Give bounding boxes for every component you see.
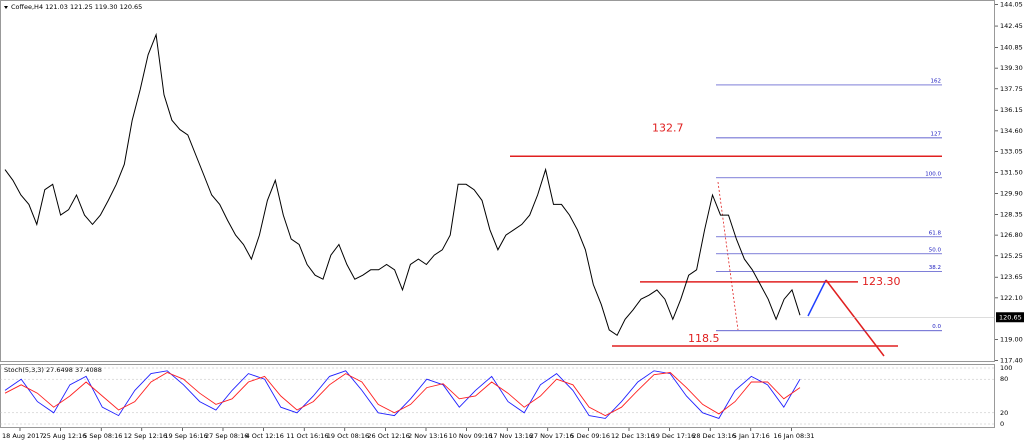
stoch-tick-label: 20 xyxy=(1000,409,1008,417)
stoch-panel-frame xyxy=(0,364,995,428)
fib-label: 127 xyxy=(931,131,942,137)
fib-label: 100.0 xyxy=(925,171,941,177)
x-tick-label: 19 Sep 16:16 xyxy=(164,432,207,440)
y-tick-label: 134.60 xyxy=(1000,127,1023,135)
x-tick-label: 27 Sep 08:16 xyxy=(205,432,248,440)
current-price-label: 120.65 xyxy=(999,313,1022,321)
projection-down xyxy=(825,279,885,357)
level-label: 118.5 xyxy=(688,332,720,345)
y-tick-label: 136.15 xyxy=(1000,106,1023,114)
y-tick-label: 125.25 xyxy=(1000,252,1023,260)
fib-label: 38.2 xyxy=(929,265,941,271)
x-tick-label: 5 Dec 09:16 xyxy=(570,432,610,440)
y-tick-label: 140.85 xyxy=(1000,43,1023,51)
stoch-tick-label: 80 xyxy=(1000,375,1008,383)
x-tick-label: 18 Aug 2017 xyxy=(2,432,44,440)
x-tick-label: 5 Jan 17:16 xyxy=(733,432,770,440)
x-tick-label: 19 Dec 17:16 xyxy=(652,432,696,440)
x-tick-label: 12 Sep 12:16 xyxy=(124,432,167,440)
x-tick-label: 28 Dec 13:16 xyxy=(692,432,736,440)
x-tick-label: 19 Oct 08:16 xyxy=(327,432,369,440)
x-tick-label: 17 Nov 13:16 xyxy=(489,432,533,440)
price-line xyxy=(4,32,801,337)
x-tick-label: 11 Oct 16:16 xyxy=(286,432,328,440)
y-tick-label: 129.90 xyxy=(1000,190,1023,198)
main-panel-frame xyxy=(0,0,995,362)
y-tick-label: 144.05 xyxy=(1000,1,1023,9)
quote: Coffee,H4 121.03 121.25 119.30 120.65 xyxy=(11,3,142,11)
level-label: 132.7 xyxy=(652,121,684,134)
y-tick-label: 122.10 xyxy=(1000,294,1023,302)
y-tick-label: 119.00 xyxy=(1000,335,1023,343)
x-tick-label: 12 Dec 13:16 xyxy=(611,432,655,440)
y-tick-label: 117.40 xyxy=(1000,357,1023,365)
x-tick-label: 10 Nov 09:16 xyxy=(449,432,493,440)
fib-label: 162 xyxy=(931,78,942,84)
y-tick-label: 123.65 xyxy=(1000,273,1023,281)
level-label: 123.30 xyxy=(862,275,901,288)
x-tick-label: 4 Oct 12:16 xyxy=(246,432,284,440)
stoch-line xyxy=(4,371,801,417)
x-tick-label: 5 Sep 08:16 xyxy=(83,432,122,440)
x-tick-label: 26 Oct 12:16 xyxy=(367,432,409,440)
x-tick-label: 16 Jan 08:31 xyxy=(773,432,814,440)
fib-label: 50.0 xyxy=(929,247,942,253)
stoch-label: Stoch(5,3,3) 27.6498 37.4088 xyxy=(4,366,102,374)
projection-up xyxy=(807,279,827,317)
fib-label: 61.8 xyxy=(929,230,942,236)
y-tick-label: 137.75 xyxy=(1000,85,1023,93)
y-tick-label: 126.80 xyxy=(1000,231,1023,239)
x-tick-label: 27 Nov 17:16 xyxy=(530,432,574,440)
x-tick-label: 2 Nov 13:16 xyxy=(408,432,448,440)
y-tick-label: 128.35 xyxy=(1000,210,1023,218)
y-tick-label: 133.05 xyxy=(1000,148,1023,156)
dashed-trend xyxy=(717,181,739,331)
menu-arrow xyxy=(4,6,8,9)
fib-label: 0.0 xyxy=(932,324,941,330)
y-tick-label: 142.45 xyxy=(1000,22,1023,30)
current-price-box xyxy=(996,312,1024,323)
y-tick-label: 139.30 xyxy=(1000,64,1023,72)
x-tick-label: 25 Aug 12:16 xyxy=(43,432,87,440)
y-tick-label: 131.50 xyxy=(1000,168,1023,176)
stoch-tick-label: 0 xyxy=(1000,420,1004,428)
stoch-tick-label: 100 xyxy=(1000,364,1012,372)
